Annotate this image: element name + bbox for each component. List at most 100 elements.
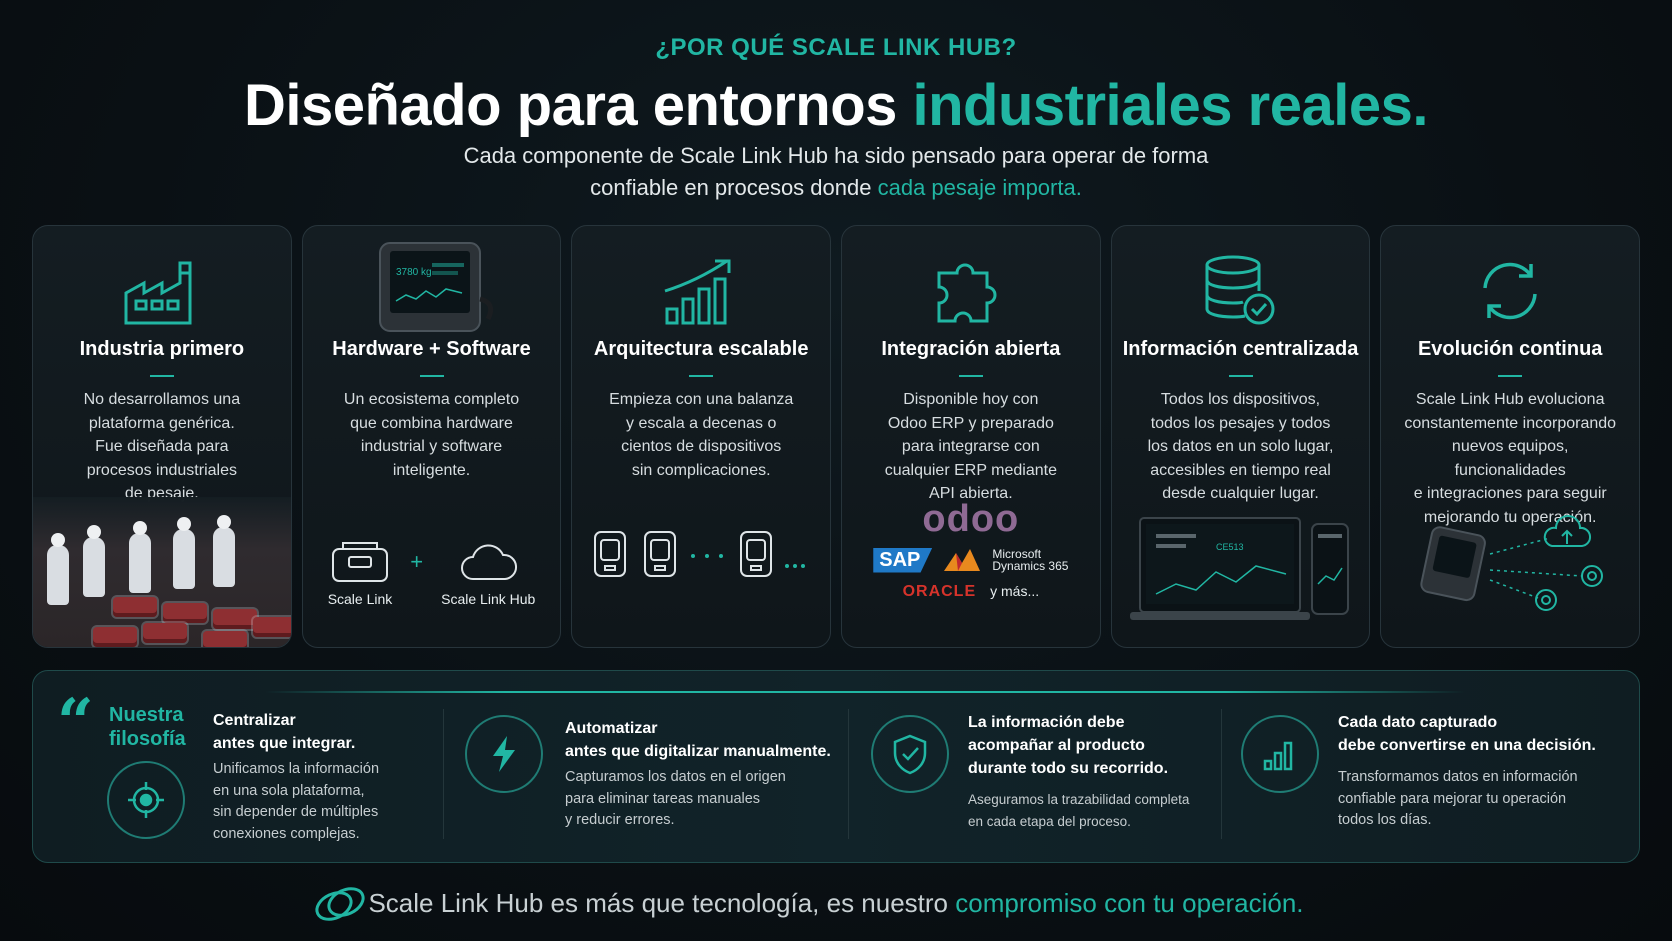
odoo-logo: odoo [922, 498, 1020, 540]
body-line: mejorando tu operación. [1423, 508, 1597, 526]
card-body: No desarrollamos una plataforma genérica… [47, 388, 277, 506]
eyebrow: ¿POR QUÉ SCALE LINK HUB? [655, 34, 1017, 61]
brand-logo-icon [312, 884, 368, 924]
hw-sw-diagram: Scale Link + Scale Link Hub [303, 539, 561, 607]
body-line: industrial y software [360, 438, 503, 455]
card-industria: Industria primero No desarrollamos una p… [32, 225, 292, 648]
body-line: todos los pesajes y todos [1150, 414, 1331, 432]
card-body: Scale Link Hub evoluciona constantemente… [1395, 388, 1625, 529]
body-line: cualquier ERP mediante [884, 461, 1057, 479]
body-line: Un ecosistema completo [343, 391, 520, 408]
body-line: confiable para mejorar tu operación [1338, 790, 1567, 807]
philosophy-title: Centralizar antes que integrar. [213, 709, 355, 755]
page-title: Diseñado para entornos industriales real… [0, 72, 1672, 139]
body-line: Odoo ERP y preparado [887, 414, 1054, 432]
scale-link-label: Scale Link [327, 591, 393, 607]
body-line: Aseguramos la trazabilidad completa [968, 792, 1190, 807]
title-line: antes que digitalizar manualmente. [565, 743, 831, 760]
scale-link-hub-item: Scale Link Hub [441, 539, 535, 607]
title-line: debe convertirse en una decisión. [1338, 737, 1596, 754]
card-evolucion: Evolución continua Scale Link Hub evoluc… [1380, 225, 1641, 648]
subtitle: Cada componente de Scale Link Hub ha sid… [0, 140, 1672, 204]
body-line: plataforma genérica. [88, 414, 235, 432]
headline-teal: industriales reales. [912, 73, 1429, 138]
puzzle-icon [842, 246, 1100, 336]
card-title: Integración abierta [881, 338, 1061, 360]
oracle-logo: ORACLE [902, 583, 977, 600]
body-line: cientos de dispositivos [621, 438, 782, 455]
card-separator [1228, 375, 1253, 377]
body-line: e integraciones para seguir [1413, 485, 1607, 502]
card-title: Industria primero [79, 338, 245, 360]
card-title: Arquitectura escalable [593, 338, 809, 360]
shield-check-icon [871, 715, 949, 793]
body-line: en cada etapa del proceso. [968, 813, 1131, 829]
card-separator [419, 375, 444, 377]
sync-icon [1381, 246, 1639, 336]
growth-chart-icon [572, 246, 830, 336]
body-line: Disponible hoy con [903, 391, 1039, 408]
device-cloud-icon [1420, 515, 1604, 611]
title-line: Automatizar [565, 720, 658, 737]
card-informacion: Información centralizada Todos los dispo… [1110, 225, 1371, 648]
subtitle-line-2-teal: cada pesaje importa. [877, 175, 1082, 200]
philosophy-top-line [265, 691, 1465, 693]
body-line: Unificamos la información [213, 761, 380, 777]
philosophy-body: Capturamos los datos en el origen para e… [565, 767, 786, 832]
philosophy-panel: “ Nuestra filosofía Centralizar antes qu… [32, 670, 1640, 863]
microsoft-dynamics-logo: Microsoft Dynamics 365 [992, 548, 1068, 572]
factory-photo [33, 497, 291, 647]
body-line: inteligente. [392, 461, 471, 479]
body-line: Empieza con una balanza [609, 391, 794, 408]
target-icon [107, 761, 185, 839]
devices-row [572, 530, 830, 585]
card-title: Evolución continua [1417, 338, 1603, 360]
card-hardware-software: 3780 kg Hardware + Software Un ecosistem… [301, 225, 562, 648]
database-check-icon [1112, 246, 1370, 336]
body-line: nuevos equipos, funcionalidades [1451, 438, 1569, 479]
card-separator [1498, 375, 1523, 377]
philosophy-label-line2: filosofía [109, 728, 186, 750]
philosophy-body: Unificamos la información en una sola pl… [213, 759, 379, 845]
headline-white: Diseñado para entornos [243, 73, 913, 138]
card-separator [149, 375, 174, 377]
body-line: Capturamos los datos en el origen [565, 769, 786, 785]
card-arquitectura: Arquitectura escalable Empieza con una b… [571, 225, 832, 648]
philosophy-label-line1: Nuestra [109, 704, 184, 726]
subtitle-line-1: Cada componente de Scale Link Hub ha sid… [463, 143, 1209, 168]
body-line: API abierta. [929, 485, 1013, 502]
card-body: Empieza con una balanza y escala a decen… [586, 388, 816, 482]
divider [443, 709, 444, 839]
y-mas-label: y más... [990, 583, 1040, 599]
footer-text: Scale Link Hub es más que tecnología, es… [368, 888, 956, 918]
body-line: para integrarse con [901, 438, 1040, 455]
factory-icon [33, 246, 291, 336]
card-integracion: Integración abierta Disponible hoy con O… [841, 225, 1101, 648]
card-body: Disponible hoy con Odoo ERP y preparado … [856, 388, 1086, 506]
dashboard-value: CE513 [1216, 542, 1244, 552]
philosophy-title: Cada dato capturado debe convertirse en … [1338, 711, 1596, 757]
cloud-icon [461, 544, 518, 580]
card-separator [689, 375, 714, 377]
body-line: y escala a decenas o [626, 414, 777, 432]
body-line: procesos industriales [86, 461, 237, 479]
card-body: Todos los dispositivos, todos los pesaje… [1126, 388, 1356, 506]
plus-sign: + [410, 549, 424, 574]
title-line: acompañar al producto [968, 737, 1145, 754]
device-icon: 3780 kg [303, 234, 561, 344]
body-line: todos los días. [1338, 812, 1432, 828]
card-title: Hardware + Software [332, 338, 531, 360]
footer-text-teal: compromiso con tu operación. [955, 888, 1304, 918]
dashboard-illustration: CE513 [1112, 514, 1370, 629]
feature-cards: Industria primero No desarrollamos una p… [32, 225, 1641, 648]
philosophy-title: La información debe acompañar al product… [968, 711, 1168, 780]
body-line: sin depender de múltiples [213, 804, 379, 820]
philosophy-body: Transformamos datos en información confi… [1338, 767, 1578, 832]
ms-line1: Microsoft [992, 547, 1042, 561]
quote-icon: “ [57, 685, 94, 760]
body-line: conexiones complejas. [213, 825, 360, 842]
divider [848, 709, 849, 839]
body-line: Scale Link Hub evoluciona [1415, 391, 1605, 408]
title-line: Cada dato capturado [1338, 714, 1498, 731]
device-screen-value: 3780 kg [396, 267, 432, 278]
